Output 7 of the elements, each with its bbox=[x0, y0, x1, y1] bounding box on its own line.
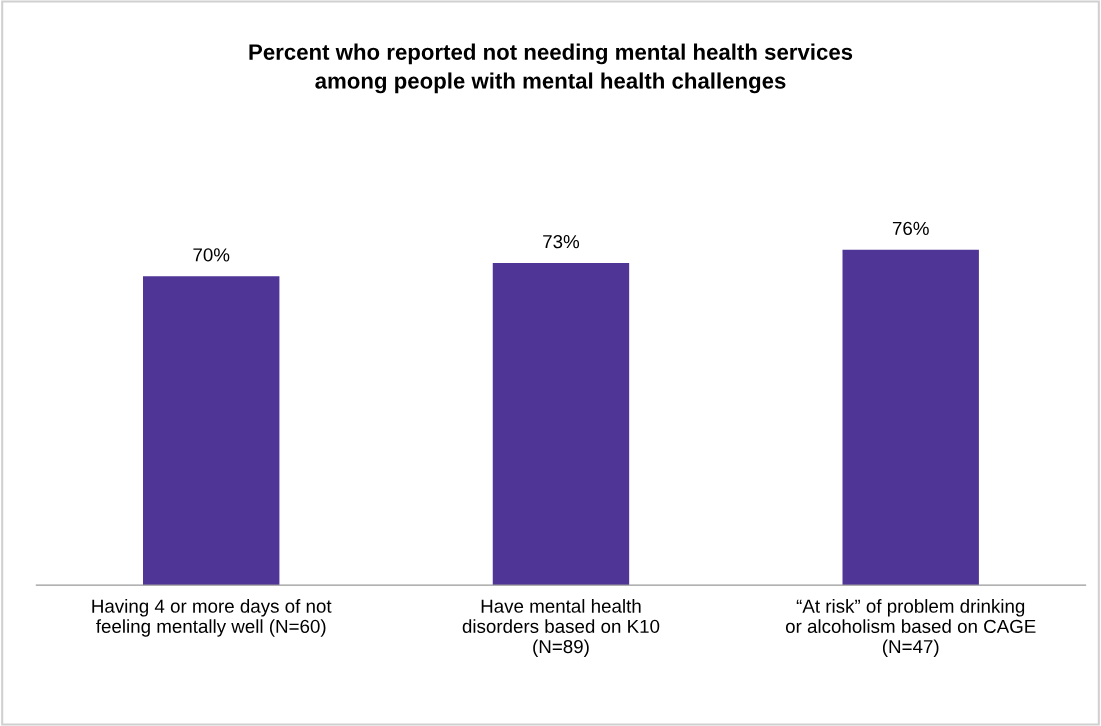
x-tick-label: Having 4 or more days of not feeling mentally well (N=60) bbox=[92, 599, 332, 637]
x-tick-label: Have mental health disorders based on K10 (N=89) bbox=[462, 599, 660, 657]
x-tick-label: “At risk” of problem drinking or alcoholism based on CAGE (N=47) bbox=[785, 599, 1036, 657]
data-label: 73% bbox=[543, 235, 580, 249]
data-label: 76% bbox=[892, 221, 929, 236]
chart-title: Percent who reported not needing mental health services among people with mental health challenges bbox=[249, 43, 853, 94]
data-label: 70% bbox=[193, 248, 230, 262]
